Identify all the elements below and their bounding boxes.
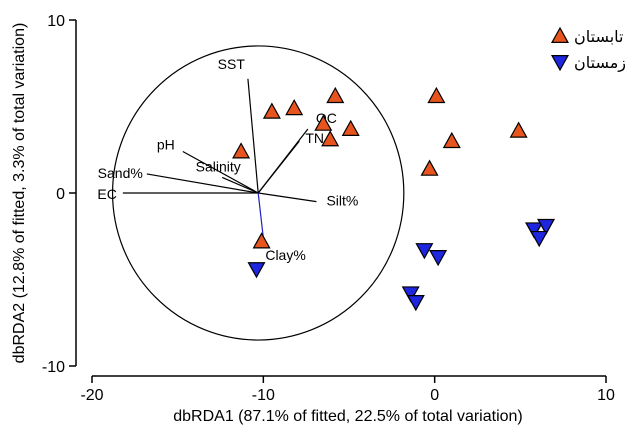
axes: -20 -10 0 10 10 0 -10 xyxy=(42,13,615,404)
x-tick-label: 0 xyxy=(430,387,439,404)
winter-point xyxy=(429,250,448,267)
winter-point xyxy=(247,262,266,279)
summer-point xyxy=(509,121,528,138)
y-tick-label: 0 xyxy=(56,186,65,203)
vector-clay xyxy=(257,192,264,239)
x-tick-label: -20 xyxy=(80,387,103,404)
points-layer xyxy=(232,86,556,312)
vector-label-ph: pH xyxy=(157,136,175,152)
summer-point xyxy=(420,159,439,176)
vector-label-silt: Silt% xyxy=(326,193,358,209)
circle-layer xyxy=(111,45,405,341)
winter-point xyxy=(406,294,425,312)
summer-point xyxy=(262,102,281,119)
summer-point xyxy=(285,98,304,116)
summer-point xyxy=(232,142,251,159)
vector-label-salinity: Salinity xyxy=(196,158,241,174)
summer-point xyxy=(314,114,333,131)
winter-point xyxy=(530,230,549,248)
y-tick-label: 10 xyxy=(47,13,65,30)
vector-silt xyxy=(258,192,317,203)
summer-point xyxy=(442,131,461,149)
vector-ph xyxy=(182,150,259,194)
summer-point xyxy=(427,86,446,104)
y-axis-title: dbRDA2 (12.8% of fitted, 3.3% of total v… xyxy=(11,23,28,364)
winter-point xyxy=(415,243,434,260)
correlation-circle xyxy=(111,45,405,341)
vector-label-clay: Clay% xyxy=(265,247,305,263)
summer-point xyxy=(341,119,360,136)
x-tick-label: -10 xyxy=(252,387,275,404)
y-tick-label: -10 xyxy=(42,359,65,376)
winter-legend-marker xyxy=(550,54,570,72)
summer-legend-label: تابستان xyxy=(574,27,624,46)
vector-label-tn: TN xyxy=(305,130,324,146)
vector-tn xyxy=(257,140,300,194)
x-axis-title: dbRDA1 (87.1% of fitted, 22.5% of total … xyxy=(173,408,523,425)
summer-point xyxy=(252,232,271,249)
vector-salinity xyxy=(221,176,259,194)
winter-legend-label: زمستان xyxy=(574,53,626,73)
vector-label-sand: Sand% xyxy=(98,165,143,181)
vector-sand xyxy=(146,173,259,194)
summer-point xyxy=(321,130,340,147)
summer-point xyxy=(326,86,345,104)
legend: تابستان زمستان xyxy=(550,26,626,73)
winter-point xyxy=(401,286,420,303)
winter-point xyxy=(537,218,556,236)
vector-label-sst: SST xyxy=(218,56,246,72)
winter-point xyxy=(525,222,544,239)
x-tick-label: 10 xyxy=(597,387,615,404)
vector-sst xyxy=(247,78,259,194)
vector-label-ec: EC xyxy=(97,186,116,202)
summer-legend-marker xyxy=(550,26,570,44)
